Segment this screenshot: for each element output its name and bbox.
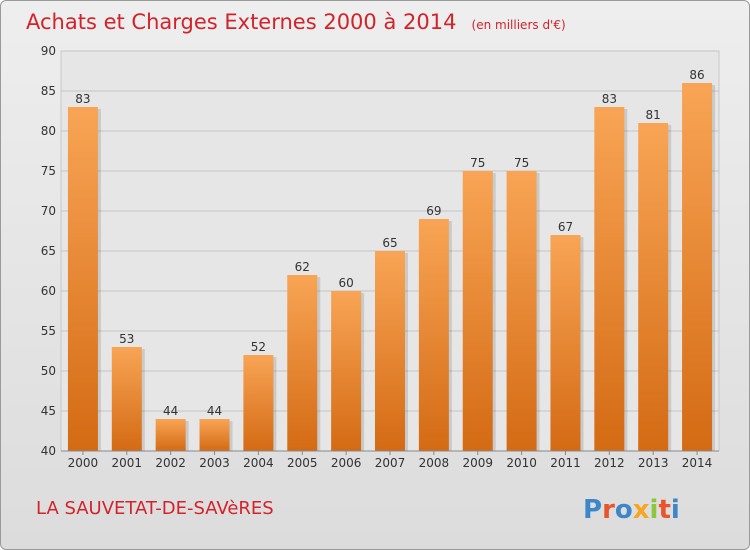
x-tick-label: 2009 (462, 456, 493, 470)
proxiti-logo: Proxiti (583, 495, 680, 525)
bar-value-label: 53 (119, 332, 134, 346)
chart-title: Achats et Charges Externes 2000 à 2014 (… (26, 10, 566, 34)
y-tick-label: 50 (41, 364, 56, 378)
x-tick-label: 2002 (155, 456, 186, 470)
x-tick-label: 2007 (375, 456, 406, 470)
x-tick-label: 2012 (594, 456, 625, 470)
bar-value-label: 60 (338, 276, 353, 290)
y-tick-label: 40 (41, 444, 56, 458)
logo-letter: i (671, 495, 680, 525)
x-tick-label: 2013 (638, 456, 669, 470)
bar-value-label: 81 (646, 108, 661, 122)
bar (111, 347, 142, 451)
x-tick-label: 2003 (199, 456, 230, 470)
bar-value-label: 86 (689, 68, 704, 82)
bar (506, 171, 537, 451)
bar-value-label: 52 (251, 340, 266, 354)
bar-value-label: 44 (207, 404, 222, 418)
bar-value-label: 62 (295, 260, 310, 274)
x-tick-label: 2004 (243, 456, 274, 470)
chart-title-text: Achats et Charges Externes 2000 à 2014 (26, 10, 456, 34)
x-tick-label: 2010 (506, 456, 537, 470)
y-tick-label: 60 (41, 284, 56, 298)
bar (243, 355, 274, 451)
x-tick-label: 2014 (682, 456, 713, 470)
bar (462, 171, 493, 451)
x-tick-label: 2011 (550, 456, 581, 470)
bar (682, 83, 713, 451)
bar-value-label: 65 (382, 236, 397, 250)
commune-name: LA SAUVETAT-DE-SAVèRES (36, 498, 274, 519)
x-tick-label: 2001 (112, 456, 143, 470)
logo-letter: i (650, 495, 659, 525)
bar (638, 123, 669, 451)
bar-value-label: 44 (163, 404, 178, 418)
x-tick-label: 2000 (68, 456, 99, 470)
bar (550, 235, 581, 451)
bar-value-label: 83 (75, 92, 90, 106)
bar (375, 251, 405, 451)
y-tick-label: 65 (41, 244, 56, 258)
bar (67, 107, 98, 451)
logo-letter: t (658, 495, 670, 525)
x-tick-label: 2006 (331, 456, 362, 470)
bar-value-label: 67 (558, 220, 573, 234)
y-tick-label: 90 (41, 44, 56, 58)
y-tick-label: 80 (41, 124, 56, 138)
y-tick-label: 70 (41, 204, 56, 218)
chart-subtitle: (en milliers d'€) (472, 18, 566, 32)
bar (155, 419, 186, 451)
bar (418, 219, 449, 451)
bar (287, 275, 318, 451)
logo-letter: P (583, 495, 602, 525)
bar (594, 107, 625, 451)
y-tick-label: 85 (41, 84, 56, 98)
y-tick-label: 55 (41, 324, 56, 338)
plot-area: 40 45 50 55 60 65 70 75 80 85 90 83 2000 53 2001 44 2002… (41, 44, 720, 470)
bar-value-label: 75 (514, 156, 529, 170)
y-tick-label: 45 (41, 404, 56, 418)
bar (331, 291, 362, 451)
x-tick-label: 2005 (287, 456, 318, 470)
logo-letter: x (633, 495, 650, 525)
y-tick-label: 75 (41, 164, 56, 178)
bar-value-label: 69 (426, 204, 441, 218)
bar-value-label: 75 (470, 156, 485, 170)
x-tick-label: 2008 (419, 456, 450, 470)
logo-letter: r (602, 495, 615, 525)
bar (199, 419, 230, 451)
logo-letter: o (615, 495, 633, 525)
bar-value-label: 83 (602, 92, 617, 106)
